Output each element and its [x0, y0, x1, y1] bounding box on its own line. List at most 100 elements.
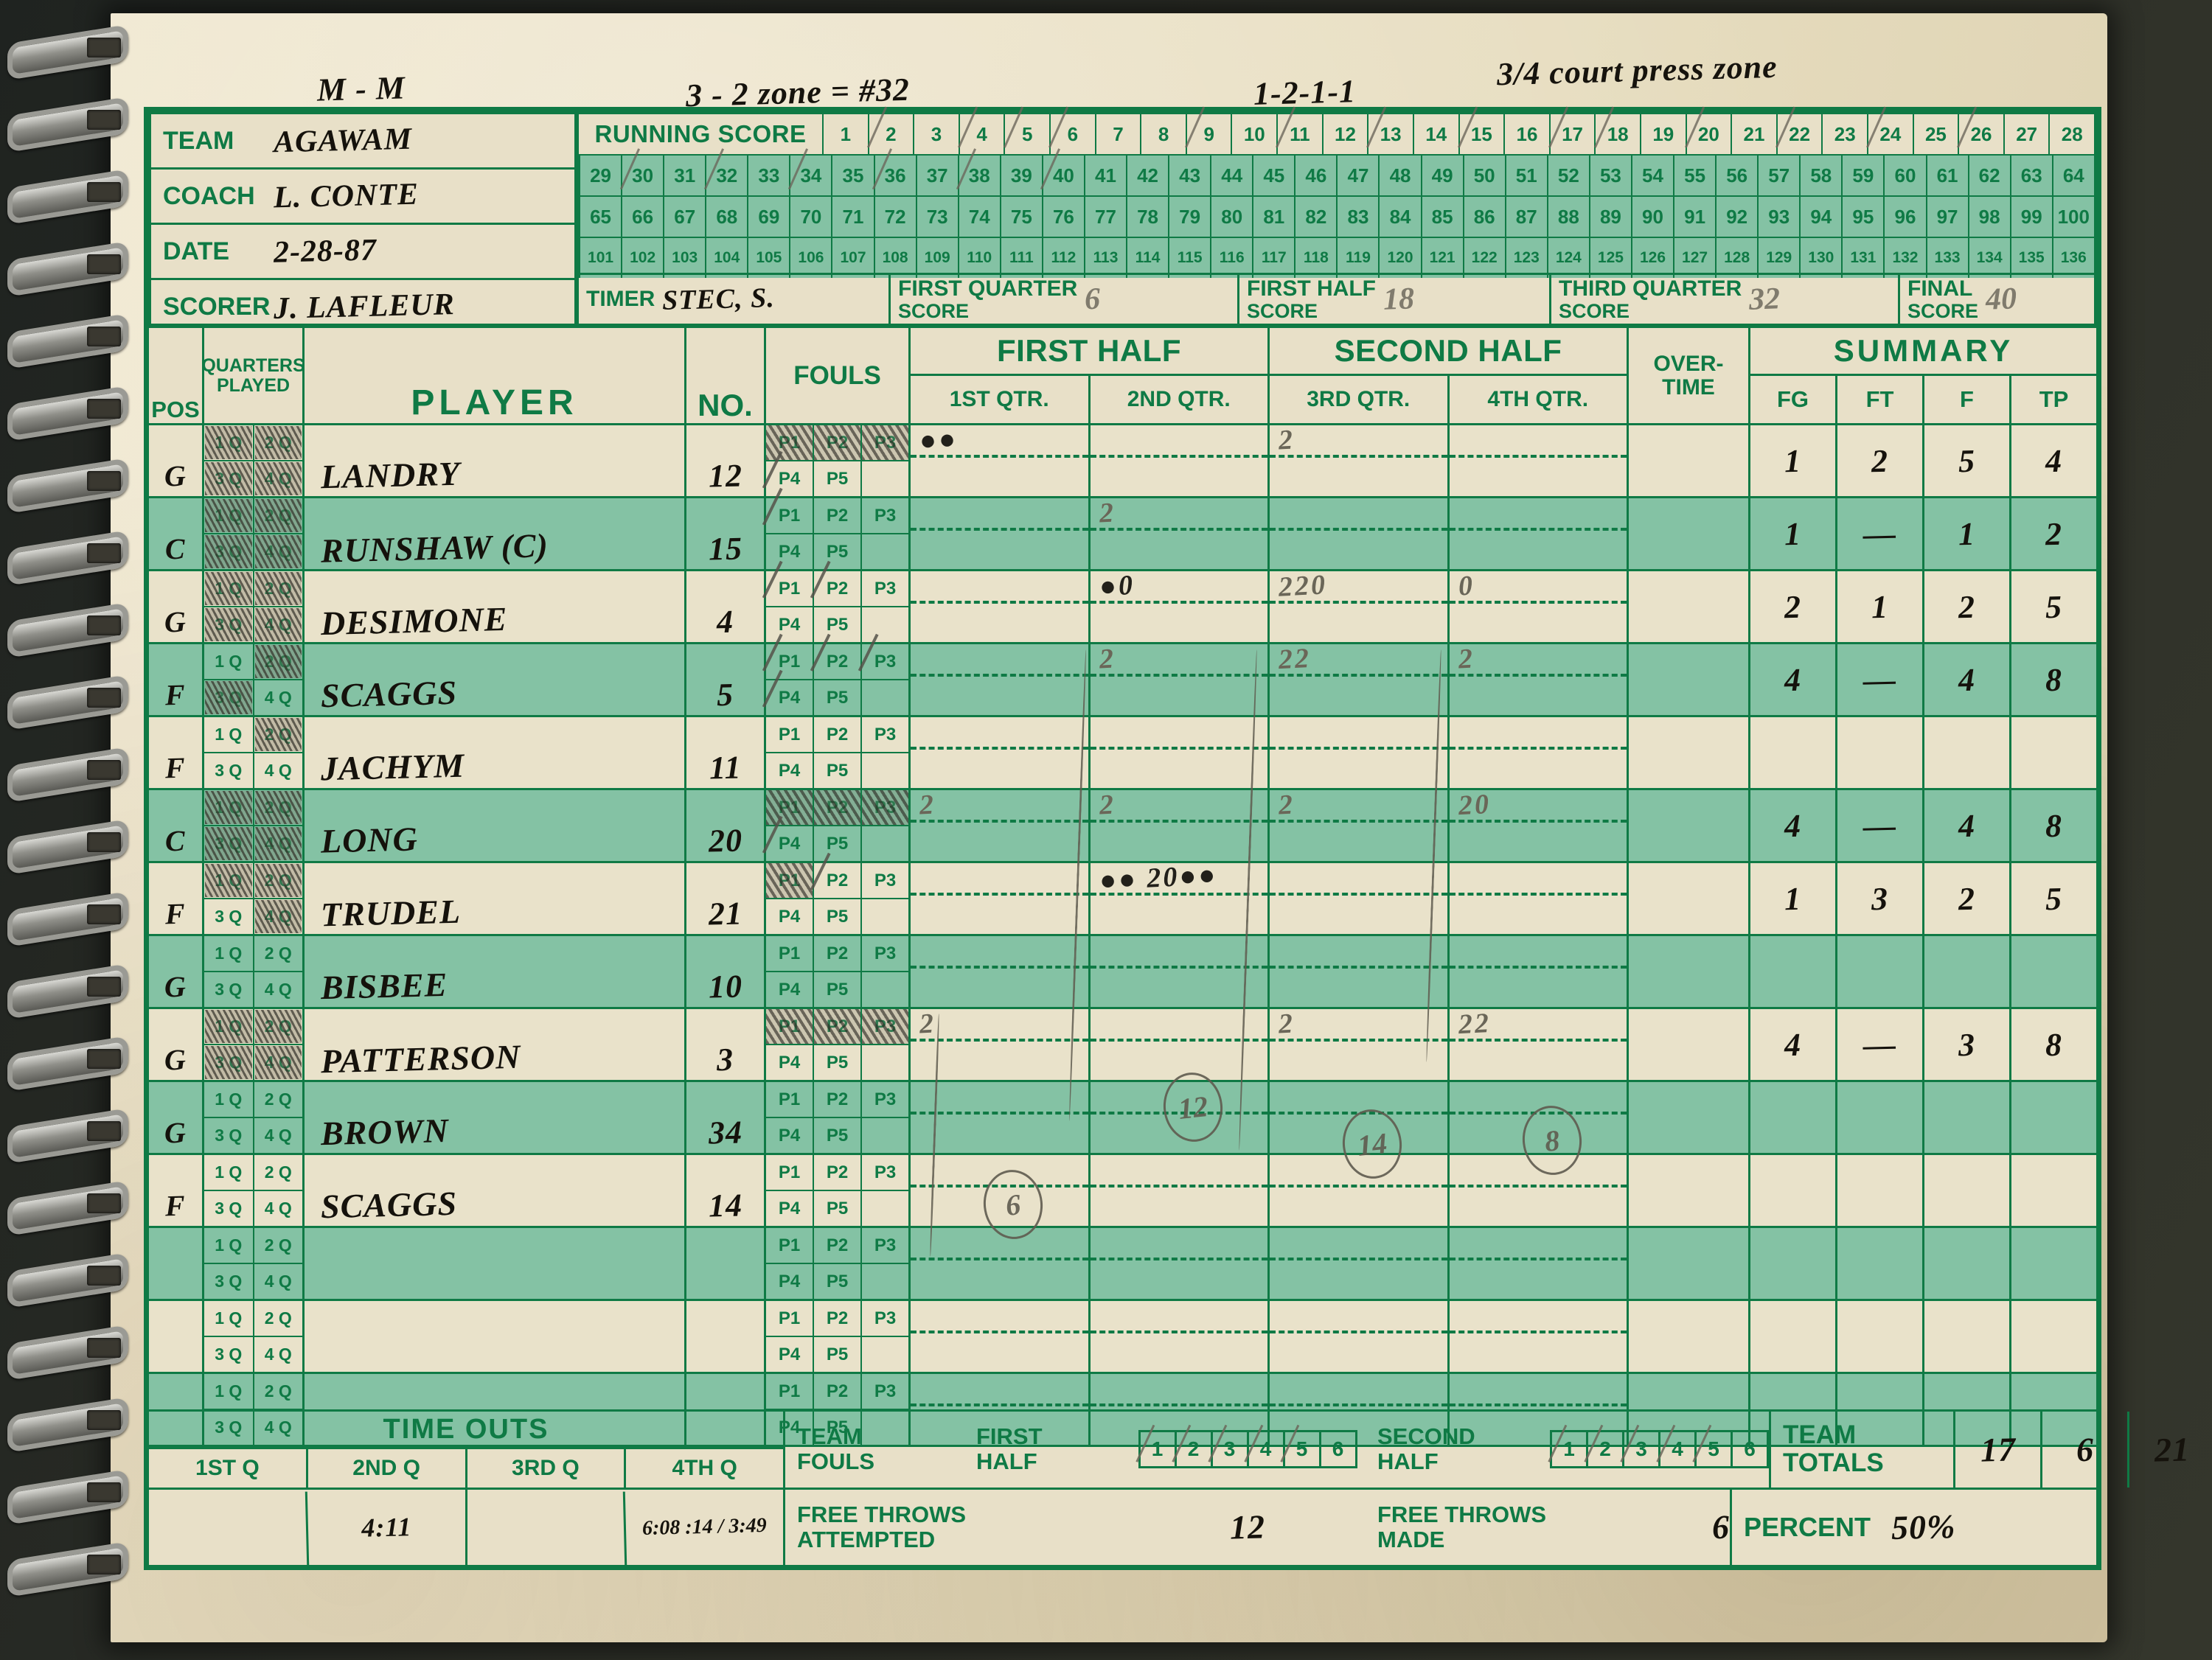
- running-score-cell[interactable]: 21: [1731, 114, 1776, 154]
- running-score-cell[interactable]: 67: [663, 197, 705, 237]
- quarter-played-3q[interactable]: 3 Q: [204, 826, 253, 861]
- running-score-cell[interactable]: 84: [1378, 197, 1420, 237]
- cell-fouls[interactable]: P1 P2 P3 P4 P5: [764, 936, 908, 1007]
- foul-p4[interactable]: P4: [778, 1125, 801, 1145]
- foul-p5[interactable]: P5: [813, 1118, 860, 1153]
- quarter-played-2q[interactable]: 2 Q: [252, 571, 303, 606]
- cell-q4-scoring[interactable]: [1447, 1155, 1627, 1226]
- running-score-cell[interactable]: 111: [999, 238, 1042, 278]
- cell-pos[interactable]: F: [164, 677, 187, 712]
- running-score-cell[interactable]: 129: [1757, 238, 1799, 278]
- running-score-cell[interactable]: 63: [2009, 156, 2052, 195]
- cell-q2-scoring[interactable]: 2: [1088, 497, 1268, 569]
- quarter-played-4q[interactable]: 4 Q: [252, 1118, 303, 1153]
- running-score-cell[interactable]: 128: [1715, 238, 1757, 278]
- cell-f[interactable]: 5: [1922, 425, 2009, 496]
- quarter-played-2q[interactable]: 2 Q: [252, 863, 303, 898]
- running-score-cell[interactable]: 85: [1420, 197, 1463, 237]
- cell-f[interactable]: [1922, 1082, 2009, 1153]
- quarter-played-4q[interactable]: 4 Q: [252, 461, 303, 496]
- running-score-cell[interactable]: 130: [1799, 238, 1841, 278]
- cell-player-number[interactable]: 11: [684, 717, 764, 788]
- cell-fouls[interactable]: P1 P2 P3 P4 P5: [764, 571, 908, 642]
- foul-p5[interactable]: P5: [813, 753, 860, 788]
- cell-overtime[interactable]: [1627, 644, 1748, 715]
- foul-p1[interactable]: P1: [778, 1381, 801, 1401]
- second-half-foul-box[interactable]: 2: [1588, 1430, 1624, 1469]
- cell-pos[interactable]: G: [164, 604, 187, 639]
- cell-q3-scoring[interactable]: 220: [1267, 569, 1447, 642]
- quarter-played-2q[interactable]: 2 Q: [252, 425, 303, 460]
- cell-q2-scoring[interactable]: [1088, 1155, 1268, 1226]
- running-score-cell[interactable]: 134: [1967, 238, 2010, 278]
- cell-fg[interactable]: [1748, 1082, 1835, 1153]
- cell-fouls[interactable]: P1 P2 P3 P4 P5: [764, 1082, 908, 1153]
- foul-p3[interactable]: P3: [860, 1155, 908, 1190]
- cell-fg[interactable]: 2: [1748, 571, 1835, 642]
- quarter-played-2q[interactable]: 2 Q: [252, 1009, 303, 1044]
- cell-pos[interactable]: [149, 1228, 202, 1299]
- cell-quarters-played[interactable]: 1 Q 2 Q 3 Q 4 Q: [202, 498, 302, 569]
- cell-f[interactable]: 2: [1922, 863, 2009, 934]
- foul-p2[interactable]: P2: [813, 936, 860, 971]
- cell-fouls[interactable]: P1 P2 P3 P4 P5: [764, 1301, 908, 1372]
- cell-ft[interactable]: 3: [1835, 863, 1922, 934]
- quarter-played-4q[interactable]: 4 Q: [252, 1410, 303, 1445]
- running-score-cell[interactable]: 58: [1799, 156, 1841, 195]
- running-score-cell[interactable]: 8: [1140, 114, 1186, 154]
- running-score-cell[interactable]: 39: [999, 156, 1042, 195]
- quarter-played-1q[interactable]: 1 Q: [215, 652, 243, 671]
- quarter-played-4q[interactable]: 4 Q: [252, 1191, 303, 1226]
- cell-q4-scoring[interactable]: 0: [1447, 570, 1627, 642]
- running-score-cell[interactable]: 38: [957, 156, 1000, 195]
- foul-p1[interactable]: P1: [778, 943, 801, 963]
- quarter-played-2q[interactable]: 2 Q: [252, 644, 303, 679]
- quarter-played-4q[interactable]: 4 Q: [252, 1264, 303, 1299]
- foul-p5[interactable]: P5: [813, 680, 860, 715]
- cell-overtime[interactable]: [1627, 1155, 1748, 1226]
- running-score-cell[interactable]: 49: [1420, 156, 1463, 195]
- quarter-played-2q[interactable]: 2 Q: [252, 1228, 303, 1263]
- cell-player-number[interactable]: [684, 1301, 764, 1372]
- running-score-cell[interactable]: 71: [831, 197, 873, 237]
- cell-ft[interactable]: —: [1835, 1009, 1922, 1080]
- foul-p4[interactable]: P4: [778, 1417, 801, 1437]
- quarter-played-2q[interactable]: 2 Q: [252, 1082, 303, 1117]
- running-score-cell[interactable]: 106: [789, 238, 831, 278]
- cell-fg[interactable]: 1: [1748, 498, 1835, 569]
- running-score-cell[interactable]: 35: [831, 156, 873, 195]
- cell-q2-scoring[interactable]: [1088, 425, 1268, 496]
- foul-p2[interactable]: P2: [813, 1228, 860, 1263]
- running-score-cell[interactable]: 62: [1967, 156, 2010, 195]
- cell-q2-scoring[interactable]: ●0: [1088, 570, 1268, 642]
- running-score-cell[interactable]: 40: [1041, 156, 1084, 195]
- foul-p3[interactable]: P3: [860, 1082, 908, 1117]
- quarter-played-1q[interactable]: 1 Q: [215, 1235, 243, 1255]
- running-score-cell[interactable]: 74: [957, 197, 1000, 237]
- foul-p3[interactable]: P3: [860, 644, 908, 679]
- cell-fouls[interactable]: P1 P2 P3 P4 P5: [764, 498, 908, 569]
- cell-player-number[interactable]: 5: [684, 644, 764, 715]
- foul-p5[interactable]: P5: [813, 461, 860, 496]
- cell-q4-scoring[interactable]: 22: [1447, 1008, 1627, 1080]
- cell-q4-scoring[interactable]: [1447, 425, 1627, 496]
- cell-ft[interactable]: —: [1835, 790, 1922, 861]
- quarter-played-1q[interactable]: 1 Q: [215, 1089, 243, 1109]
- cell-overtime[interactable]: [1627, 498, 1748, 569]
- running-score-cell[interactable]: 37: [915, 156, 958, 195]
- cell-quarters-played[interactable]: 1 Q 2 Q 3 Q 4 Q: [202, 1228, 302, 1299]
- quarter-played-4q[interactable]: 4 Q: [252, 1045, 303, 1080]
- foul-p1[interactable]: P1: [778, 1162, 801, 1182]
- cell-tp[interactable]: [2009, 1228, 2096, 1299]
- quarter-played-1q[interactable]: 1 Q: [204, 1009, 253, 1044]
- first-half-foul-box[interactable]: 6: [1321, 1430, 1357, 1469]
- running-score-cell[interactable]: 31: [663, 156, 705, 195]
- running-score-cell[interactable]: 52: [1546, 156, 1589, 195]
- cell-q3-scoring[interactable]: [1267, 1228, 1447, 1299]
- running-score-cell[interactable]: 80: [1210, 197, 1252, 237]
- foul-p5[interactable]: P5: [813, 1045, 860, 1080]
- running-score-cell[interactable]: 12: [1321, 114, 1368, 154]
- running-score-cell[interactable]: 44: [1210, 156, 1252, 195]
- quarter-played-2q[interactable]: 2 Q: [252, 1155, 303, 1190]
- cell-quarters-played[interactable]: 1 Q 2 Q 3 Q 4 Q: [202, 1301, 302, 1372]
